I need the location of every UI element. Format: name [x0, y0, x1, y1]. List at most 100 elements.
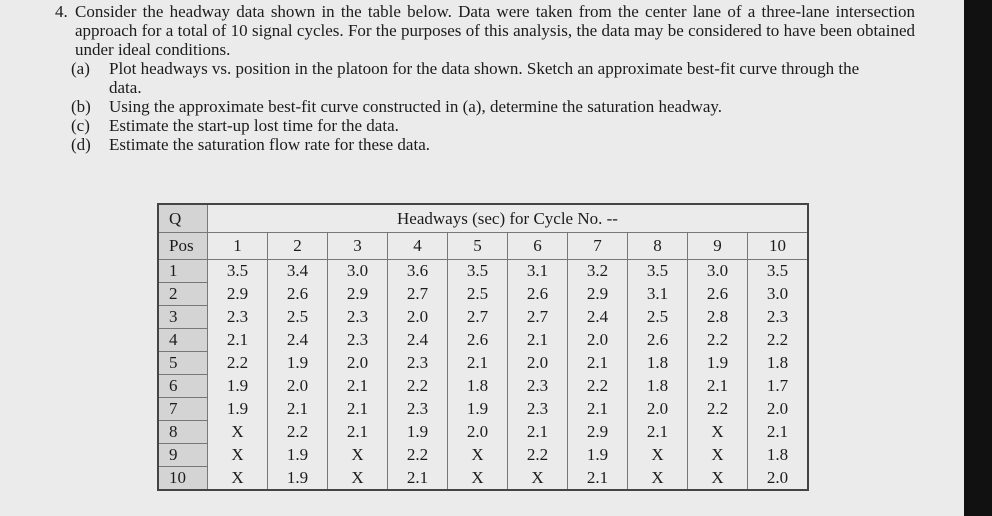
position-cell: 10	[157, 466, 208, 491]
headway-cell: X	[687, 443, 748, 467]
headway-cell: X	[327, 443, 388, 467]
question-part: (c) Estimate the start-up lost time for t…	[71, 116, 915, 135]
headway-cell: 3.0	[327, 259, 388, 283]
q-header: Q	[157, 203, 208, 233]
headway-cell: X	[687, 420, 748, 444]
headway-cell: 2.1	[207, 328, 268, 352]
data-row: 6 1.9 2.0 2.1 2.2 1.8 2.3 2.2 1.8 2.1 1.7	[157, 374, 809, 398]
headway-cell: 1.8	[627, 351, 688, 375]
headway-cell: 1.7	[747, 374, 809, 398]
column-header: 5	[447, 232, 508, 260]
part-label: (b)	[71, 97, 91, 116]
data-row: 4 2.1 2.4 2.3 2.4 2.6 2.1 2.0 2.6 2.2 2.2	[157, 328, 809, 352]
dark-edge	[964, 0, 992, 516]
headway-cell: 2.6	[447, 328, 508, 352]
headway-cell: 3.2	[567, 259, 628, 283]
headway-cell: 3.1	[507, 259, 568, 283]
headway-cell: 2.5	[267, 305, 328, 329]
part-label: (d)	[71, 135, 91, 154]
headway-cell: 2.9	[567, 420, 628, 444]
headway-cell: 2.5	[447, 282, 508, 306]
position-cell: 9	[157, 443, 208, 467]
headway-cell: 2.6	[627, 328, 688, 352]
headway-cell: 2.0	[567, 328, 628, 352]
position-cell: 2	[157, 282, 208, 306]
position-cell: 7	[157, 397, 208, 421]
column-header: 6	[507, 232, 568, 260]
headway-cell: 2.3	[747, 305, 809, 329]
headway-cell: X	[207, 420, 268, 444]
headway-cell: X	[447, 466, 508, 490]
column-header: 8	[627, 232, 688, 260]
position-cell: 1	[157, 259, 208, 283]
part-text: Estimate the start-up lost time for the …	[109, 116, 399, 135]
headway-cell: 2.0	[327, 351, 388, 375]
question-part: (b) Using the approximate best-fit curve …	[71, 97, 915, 116]
headway-cell: 2.1	[327, 374, 388, 398]
headway-cell: 3.5	[747, 259, 809, 283]
headway-cell: 2.3	[387, 351, 448, 375]
headway-cell: X	[627, 443, 688, 467]
headway-cell: 3.6	[387, 259, 448, 283]
headway-cell: 1.9	[387, 420, 448, 444]
headway-cell: 2.0	[747, 397, 809, 421]
headway-cell: 3.4	[267, 259, 328, 283]
column-header: 9	[687, 232, 748, 260]
headway-cell: 1.9	[687, 351, 748, 375]
header-row: Q Headways (sec) for Cycle No. --	[157, 203, 809, 233]
position-cell: 6	[157, 374, 208, 398]
headway-cell: 2.3	[327, 305, 388, 329]
headway-cell: 1.8	[747, 351, 809, 375]
headway-cell: 2.2	[207, 351, 268, 375]
headway-cell: 2.1	[687, 374, 748, 398]
headway-cell: 2.0	[387, 305, 448, 329]
part-text: Using the approximate best-fit curve con…	[109, 97, 723, 116]
headway-cell: 2.4	[567, 305, 628, 329]
headway-cell: 1.9	[267, 351, 328, 375]
data-row: 7 1.9 2.1 2.1 2.3 1.9 2.3 2.1 2.0 2.2 2.0	[157, 397, 809, 421]
headway-cell: 2.9	[567, 282, 628, 306]
data-row: 1 3.5 3.4 3.0 3.6 3.5 3.1 3.2 3.5 3.0 3.5	[157, 259, 809, 283]
headway-cell: 2.0	[447, 420, 508, 444]
headway-cell: 2.1	[507, 328, 568, 352]
data-row: 5 2.2 1.9 2.0 2.3 2.1 2.0 2.1 1.8 1.9 1.8	[157, 351, 809, 375]
headway-cell: 2.2	[267, 420, 328, 444]
headway-cell: 2.2	[687, 328, 748, 352]
part-text: Plot headways vs. position in the platoo…	[109, 59, 860, 97]
position-cell: 8	[157, 420, 208, 444]
headway-cell: 2.9	[327, 282, 388, 306]
headway-cell: 3.5	[447, 259, 508, 283]
column-header: 2	[267, 232, 328, 260]
headway-cell: 2.1	[387, 466, 448, 490]
headway-cell: 2.0	[267, 374, 328, 398]
position-cell: 4	[157, 328, 208, 352]
headway-cell: X	[327, 466, 388, 490]
headway-cell: 2.1	[567, 397, 628, 421]
headway-cell: 1.9	[267, 466, 328, 490]
headway-cell: 2.1	[507, 420, 568, 444]
question-part: (a) Plot headways vs. position in the pla…	[71, 59, 915, 97]
question-text: Consider the headway data shown in the t…	[75, 2, 915, 59]
headway-cell: 1.8	[447, 374, 508, 398]
data-row: 10 X 1.9 X 2.1 X X 2.1 X X 2.0	[157, 466, 809, 491]
headway-cell: 2.2	[747, 328, 809, 352]
headway-table: Q Headways (sec) for Cycle No. -- Pos 1 2 3 4 5…	[157, 203, 809, 491]
headway-cell: 1.8	[747, 443, 809, 467]
part-label: (c)	[71, 116, 90, 135]
column-header: 4	[387, 232, 448, 260]
column-header: 1	[207, 232, 268, 260]
data-row: 9 X 1.9 X 2.2 X 2.2 1.9 X X 1.8	[157, 443, 809, 467]
headway-cell: 2.1	[267, 397, 328, 421]
header-row: Pos 1 2 3 4 5 6 7 8 9 10	[157, 232, 809, 260]
headway-cell: 2.6	[687, 282, 748, 306]
headway-cell: 2.1	[747, 420, 809, 444]
headway-cell: 1.8	[627, 374, 688, 398]
headway-cell: 2.2	[507, 443, 568, 467]
headway-cell: 1.9	[567, 443, 628, 467]
column-header: 7	[567, 232, 628, 260]
question: 4. Consider the headway data shown in th…	[55, 2, 915, 154]
headway-cell: 2.0	[747, 466, 809, 490]
headway-cell: X	[507, 466, 568, 490]
column-header: 3	[327, 232, 388, 260]
